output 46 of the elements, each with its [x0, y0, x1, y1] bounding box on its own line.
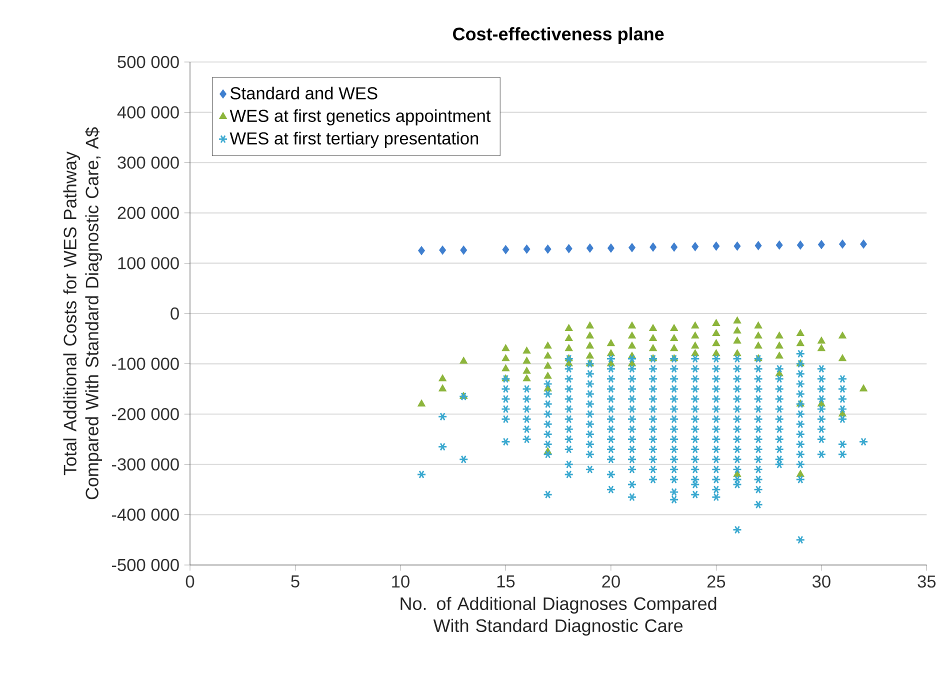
point — [670, 242, 678, 252]
legend-label: Standard and WES — [230, 86, 378, 100]
point — [460, 246, 468, 255]
x-tick-label: 25 — [707, 575, 726, 588]
y-tick-label: -400 000 — [112, 508, 179, 521]
point — [565, 244, 572, 254]
x-tick-label: 5 — [291, 575, 300, 588]
legend-label: WES at first genetics appointment — [230, 109, 491, 126]
point — [586, 244, 594, 253]
chart-title: Cost-effectiveness plane — [453, 27, 664, 44]
point — [818, 240, 825, 250]
x-tick-label: 10 — [392, 575, 410, 588]
point — [523, 244, 530, 254]
point — [607, 244, 614, 253]
y-tick-label: 400 000 — [117, 106, 179, 118]
point — [712, 242, 720, 251]
y-axis-title: Total Additional Costs for WES Pathway Compared With Standard Diagnostic Care, A$ — [63, 127, 102, 500]
x-tick-label: 15 — [497, 575, 515, 588]
point — [544, 244, 552, 254]
y-tick-label: 500 000 — [118, 56, 179, 68]
legend-label: WES at first tertiary presentation — [230, 132, 478, 148]
point — [692, 242, 699, 252]
point — [796, 240, 804, 250]
point — [650, 242, 657, 252]
x-axis-title: No. of Additional Diagnoses Compared With Standard Diagnostic Care — [400, 596, 716, 636]
point — [754, 241, 762, 250]
point — [418, 246, 425, 256]
x-tick-label: 35 — [918, 575, 936, 588]
point — [839, 240, 846, 249]
x-tick-label: 30 — [812, 575, 830, 588]
y-tick-label: 0 — [170, 307, 179, 320]
y-tick-label: -200 000 — [112, 408, 179, 420]
point — [734, 242, 741, 251]
y-tick-label: -100 000 — [112, 358, 179, 370]
y-tick-label: 300 000 — [118, 156, 179, 169]
x-tick-label: 20 — [602, 575, 620, 588]
y-tick-label: 100 000 — [118, 257, 179, 270]
y-tick-label: -500 000 — [112, 558, 179, 572]
y-tick-label: 200 000 — [118, 206, 179, 220]
point — [860, 240, 867, 249]
point — [502, 245, 510, 254]
y-tick-label: -300 000 — [112, 458, 179, 471]
x-tick-label: 0 — [186, 575, 194, 588]
point — [628, 243, 636, 252]
point — [439, 246, 446, 255]
point — [776, 240, 783, 250]
